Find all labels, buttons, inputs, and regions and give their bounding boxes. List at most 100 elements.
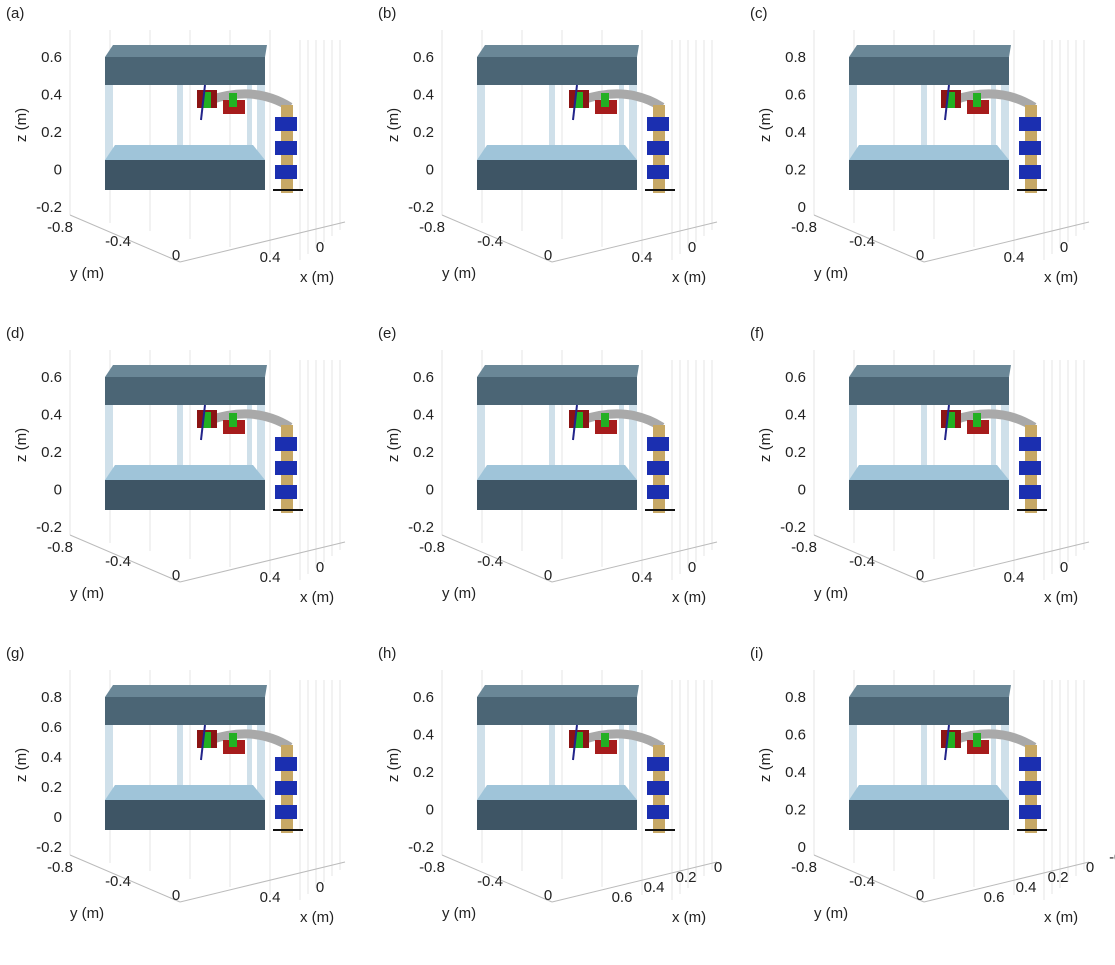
y-tick-label: 0 [544, 887, 552, 904]
z-tick-label: 0.4 [413, 86, 434, 103]
x-tick-label: 0 [688, 559, 696, 576]
x-tick-label: 0.4 [1004, 569, 1025, 586]
y-tick-label: -0.8 [419, 859, 445, 876]
x-axis-label: x (m) [672, 269, 706, 286]
z-axis-label: z (m) [757, 748, 774, 782]
z-tick-label: 0 [798, 199, 806, 216]
z-tick-label: -0.2 [408, 519, 434, 536]
z-axis-label: z (m) [13, 108, 30, 142]
z-tick-label: 0 [54, 161, 62, 178]
z-tick-label: -0.2 [36, 839, 62, 856]
y-tick-label: -0.8 [791, 219, 817, 236]
z-tick-label: 0.6 [41, 369, 62, 386]
y-tick-label: -0.8 [47, 539, 73, 556]
z-tick-label: -0.2 [408, 839, 434, 856]
z-tick-label: 0.4 [785, 124, 806, 141]
y-tick-label: -0.8 [791, 859, 817, 876]
panel-label: (f) [750, 325, 764, 342]
x-tick-label: 0.4 [260, 249, 281, 266]
z-tick-label: 0.2 [413, 444, 434, 461]
scene-render [105, 45, 303, 193]
y-tick-label: -0.4 [477, 233, 503, 250]
y-tick-label: -0.8 [419, 539, 445, 556]
y-tick-label: -0.8 [47, 859, 73, 876]
y-axis-label: y (m) [70, 905, 104, 922]
x-tick-label: 0.4 [632, 569, 653, 586]
y-tick-label: 0 [172, 247, 180, 264]
scene-render [477, 45, 675, 193]
z-tick-label: -0.2 [780, 519, 806, 536]
y-tick-label: -0.4 [105, 553, 131, 570]
x-tick-label: 0.2 [676, 869, 697, 886]
figure: (a)0.60.40.20-0.2z (m)-0.8-0.40y (m)0.40… [0, 0, 1115, 960]
y-tick-label: 0 [916, 247, 924, 264]
x-axis-label: x (m) [300, 269, 334, 286]
x-tick-label: 0 [1060, 559, 1068, 576]
y-tick-label: -0.4 [105, 233, 131, 250]
z-tick-label: 0.4 [41, 406, 62, 423]
y-axis-label: y (m) [814, 265, 848, 282]
y-tick-label: -0.4 [849, 873, 875, 890]
y-tick-label: 0 [544, 567, 552, 584]
z-tick-label: 0.4 [41, 86, 62, 103]
y-tick-label: -0.4 [105, 873, 131, 890]
x-tick-label: 0.6 [612, 889, 633, 906]
x-axis-label: x (m) [672, 589, 706, 606]
x-tick-label: 0 [316, 239, 324, 256]
panel-label: (i) [750, 645, 763, 662]
scene-render [105, 685, 303, 833]
panel: (e)0.60.40.20-0.2z (m)-0.8-0.40y (m)0.40… [378, 325, 717, 606]
z-axis-label: z (m) [385, 428, 402, 462]
panel: (g)0.80.60.40.20-0.2z (m)-0.8-0.40y (m)0… [6, 645, 345, 926]
x-tick-label: 0.4 [1016, 879, 1037, 896]
z-tick-label: 0 [426, 801, 434, 818]
z-tick-label: 0.2 [785, 801, 806, 818]
z-tick-label: 0.6 [785, 726, 806, 743]
y-tick-label: 0 [916, 567, 924, 584]
z-axis-label: z (m) [385, 108, 402, 142]
z-tick-label: 0.6 [41, 719, 62, 736]
x-axis-label: x (m) [672, 909, 706, 926]
z-tick-label: 0.6 [413, 49, 434, 66]
y-tick-label: -0.8 [47, 219, 73, 236]
x-axis-label: x (m) [1044, 269, 1078, 286]
y-axis-label: y (m) [442, 265, 476, 282]
z-tick-label: 0.2 [785, 161, 806, 178]
z-tick-label: 0.2 [41, 124, 62, 141]
scene-render [849, 365, 1047, 513]
x-tick-label: 0.4 [260, 569, 281, 586]
y-axis-label: y (m) [814, 585, 848, 602]
z-tick-label: 0.4 [41, 749, 62, 766]
x-tick-label: 0.6 [984, 889, 1005, 906]
z-tick-label: 0 [798, 839, 806, 856]
scene-render [849, 45, 1047, 193]
x-tick-label: 0.4 [1004, 249, 1025, 266]
z-tick-label: 0.6 [785, 86, 806, 103]
z-tick-label: 0.8 [785, 689, 806, 706]
panel: (d)0.60.40.20-0.2z (m)-0.8-0.40y (m)0.40… [6, 325, 345, 606]
panel-label: (b) [378, 5, 396, 22]
z-axis-label: z (m) [13, 748, 30, 782]
scene-render [849, 685, 1047, 833]
z-tick-label: 0.6 [413, 369, 434, 386]
x-axis-label: x (m) [1044, 589, 1078, 606]
z-tick-label: 0.2 [413, 124, 434, 141]
x-tick-label: 0 [316, 559, 324, 576]
x-axis-label: x (m) [300, 909, 334, 926]
panel: (h)0.60.40.20-0.2z (m)-0.8-0.40y (m)0.60… [378, 645, 722, 926]
z-tick-label: -0.2 [408, 199, 434, 216]
y-axis-label: y (m) [442, 585, 476, 602]
y-tick-label: -0.4 [849, 233, 875, 250]
z-tick-label: 0.2 [41, 444, 62, 461]
z-tick-label: 0.6 [413, 689, 434, 706]
y-tick-label: -0.4 [477, 873, 503, 890]
scene-render [477, 365, 675, 513]
y-axis-label: y (m) [70, 265, 104, 282]
z-tick-label: 0.2 [413, 764, 434, 781]
y-tick-label: 0 [544, 247, 552, 264]
y-tick-label: 0 [172, 567, 180, 584]
z-tick-label: 0.4 [785, 406, 806, 423]
x-tick-label: 0 [688, 239, 696, 256]
panel: (c)0.80.60.40.20z (m)-0.8-0.40y (m)0.40x… [750, 5, 1089, 286]
x-tick-label: 0.4 [632, 249, 653, 266]
